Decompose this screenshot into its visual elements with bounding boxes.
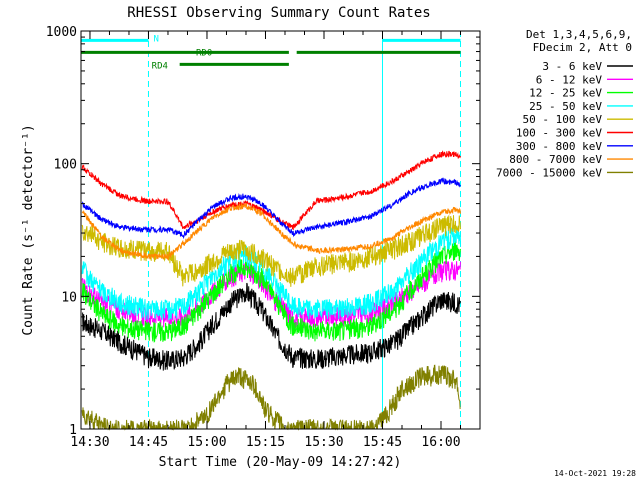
series-line-3 (81, 226, 461, 321)
flag-label-rd0: RD0 (196, 48, 212, 58)
chart-title: RHESSI Observing Summary Count Rates (127, 5, 430, 21)
legend-header-line-1: Det 1,3,4,5,6,9, (526, 28, 632, 41)
y-tick-label: 1000 (46, 25, 77, 40)
series-line-6 (81, 177, 461, 240)
series-line-7 (81, 202, 461, 261)
y-axis-label: Count Rate (s⁻¹ detector⁻¹) (21, 124, 36, 335)
y-tick-label: 10 (61, 290, 77, 305)
series-line-0 (81, 282, 461, 371)
plot-area: N RD0 RD4 (81, 31, 461, 431)
series-line-4 (81, 215, 461, 287)
x-tick-label: 14:30 (70, 435, 109, 450)
x-axis-label: Start Time (20-May-09 14:27:42) (159, 455, 402, 470)
x-tick-label: 15:00 (187, 435, 226, 450)
legend-label-7: 800 - 7000 keV (509, 153, 602, 166)
legend: Det 1,3,4,5,6,9, FDecim 2, Att 0 3 - 6 k… (496, 28, 633, 179)
legend-label-1: 6 - 12 keV (536, 73, 603, 86)
y-tick-label: 1 (69, 423, 77, 438)
x-tick-label: 16:00 (421, 435, 460, 450)
legend-label-6: 300 - 800 keV (516, 140, 602, 153)
axes: 14:30 14:45 15:00 15:15 15:30 15:45 16:00 1 10 10… (46, 25, 480, 450)
flag-label-n: N (153, 34, 158, 44)
series-line-5 (81, 150, 461, 231)
x-tick-label: 15:15 (246, 435, 285, 450)
series-line-2 (81, 239, 461, 343)
series-line-8 (81, 364, 461, 431)
legend-label-2: 12 - 25 keV (529, 87, 602, 100)
legend-label-5: 100 - 300 keV (516, 127, 602, 140)
legend-label-0: 3 - 6 keV (542, 60, 602, 73)
y-tick-label: 100 (54, 158, 77, 173)
timestamp: 14-Oct-2021 19:28 (554, 469, 636, 478)
x-tick-label: 14:45 (129, 435, 168, 450)
flag-label-rd4: RD4 (152, 61, 168, 71)
legend-label-4: 50 - 100 keV (523, 113, 603, 126)
legend-label-3: 25 - 50 keV (529, 100, 602, 113)
legend-label-8: 7000 - 15000 keV (496, 166, 602, 179)
x-tick-label: 15:45 (363, 435, 402, 450)
legend-header-line-2: FDecim 2, Att 0 (533, 41, 632, 54)
x-tick-label: 15:30 (304, 435, 343, 450)
plot-frame (80, 30, 481, 430)
